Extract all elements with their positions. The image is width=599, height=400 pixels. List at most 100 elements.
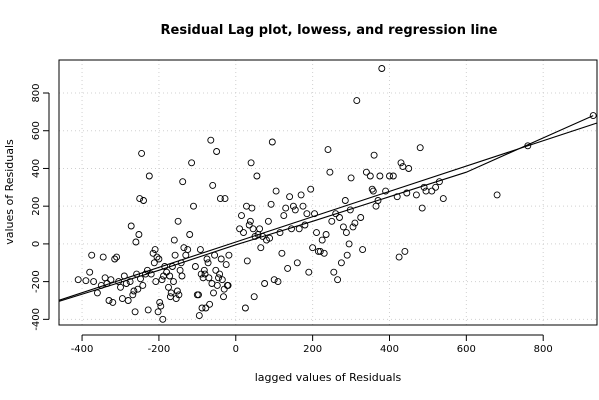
data-point <box>74 276 82 284</box>
data-point <box>332 210 340 218</box>
data-point <box>202 304 210 312</box>
data-point <box>157 302 165 310</box>
data-point <box>126 278 134 286</box>
data-point <box>136 195 144 203</box>
data-point <box>101 274 109 282</box>
data-point <box>153 253 161 261</box>
data-point <box>159 315 167 323</box>
data-point <box>264 217 272 225</box>
data-point <box>184 246 192 254</box>
data-point <box>353 97 361 105</box>
data-point <box>347 174 355 182</box>
data-point <box>341 197 349 204</box>
data-point <box>212 266 220 274</box>
data-point <box>147 270 155 278</box>
data-point <box>167 289 175 297</box>
data-point <box>151 246 159 254</box>
data-point <box>86 268 94 276</box>
data-point <box>274 278 282 286</box>
data-point <box>155 255 163 263</box>
data-point <box>320 249 328 257</box>
data-point <box>324 146 332 154</box>
lowess-line <box>58 115 594 302</box>
data-point <box>339 223 347 231</box>
data-point <box>163 268 171 276</box>
data-point <box>243 257 251 265</box>
data-point <box>99 253 107 261</box>
y-axis-label: values of Residuals <box>3 139 16 245</box>
data-point <box>342 229 350 237</box>
data-point <box>432 183 440 191</box>
data-point <box>343 251 351 259</box>
fit-lines <box>58 115 598 302</box>
data-point <box>107 276 115 284</box>
data-point <box>382 187 390 195</box>
data-point <box>154 308 162 316</box>
data-point <box>289 202 297 210</box>
data-point <box>359 246 367 254</box>
data-point <box>134 285 142 293</box>
data-point <box>386 172 393 180</box>
data-point <box>311 210 318 218</box>
data-point <box>246 217 254 225</box>
data-point <box>130 287 138 295</box>
data-point <box>132 238 140 246</box>
data-point <box>120 272 128 280</box>
data-point <box>205 274 213 282</box>
data-point <box>109 298 117 306</box>
data-point <box>133 270 141 278</box>
data-point <box>284 264 292 272</box>
data-point <box>282 204 290 212</box>
data-point <box>493 191 501 199</box>
data-point <box>278 249 286 257</box>
data-point <box>309 244 317 252</box>
data-point <box>143 266 151 274</box>
data-point <box>203 255 211 263</box>
data-point <box>267 200 275 208</box>
x-tick-label: 200 <box>303 344 322 355</box>
data-point <box>378 65 386 72</box>
data-point <box>362 168 370 176</box>
data-point <box>211 251 219 259</box>
y-tick-label: -400 <box>31 308 42 331</box>
data-point <box>428 187 436 195</box>
data-point <box>117 283 124 291</box>
data-point <box>253 172 261 180</box>
data-point <box>216 195 224 203</box>
data-point <box>129 291 137 299</box>
x-tick-label: 800 <box>534 344 553 355</box>
data-point <box>180 244 188 252</box>
data-point <box>316 247 324 255</box>
data-point <box>144 306 152 314</box>
data-point <box>88 251 96 259</box>
data-point <box>374 197 382 204</box>
data-point <box>286 193 294 201</box>
data-point <box>399 163 407 171</box>
data-point <box>190 202 197 210</box>
scatter-points <box>74 65 597 323</box>
data-point <box>173 287 181 295</box>
data-point <box>295 225 303 233</box>
data-point <box>238 212 245 220</box>
x-tick-label: 400 <box>380 344 399 355</box>
data-point <box>179 178 187 186</box>
data-point <box>589 112 597 120</box>
data-point <box>368 185 376 193</box>
data-point <box>439 195 447 203</box>
data-point <box>330 268 338 276</box>
data-point <box>111 255 119 263</box>
x-tick-label: -400 <box>71 344 94 355</box>
data-point <box>191 263 199 270</box>
data-point <box>149 249 157 257</box>
x-tick-label: 0 <box>233 344 239 355</box>
data-point <box>93 289 101 297</box>
data-point <box>225 251 233 259</box>
data-point <box>118 295 126 303</box>
data-point <box>241 304 249 312</box>
data-point <box>280 212 288 220</box>
data-point <box>122 280 130 287</box>
data-point <box>150 259 158 267</box>
data-point <box>376 172 384 180</box>
data-point <box>248 204 256 212</box>
